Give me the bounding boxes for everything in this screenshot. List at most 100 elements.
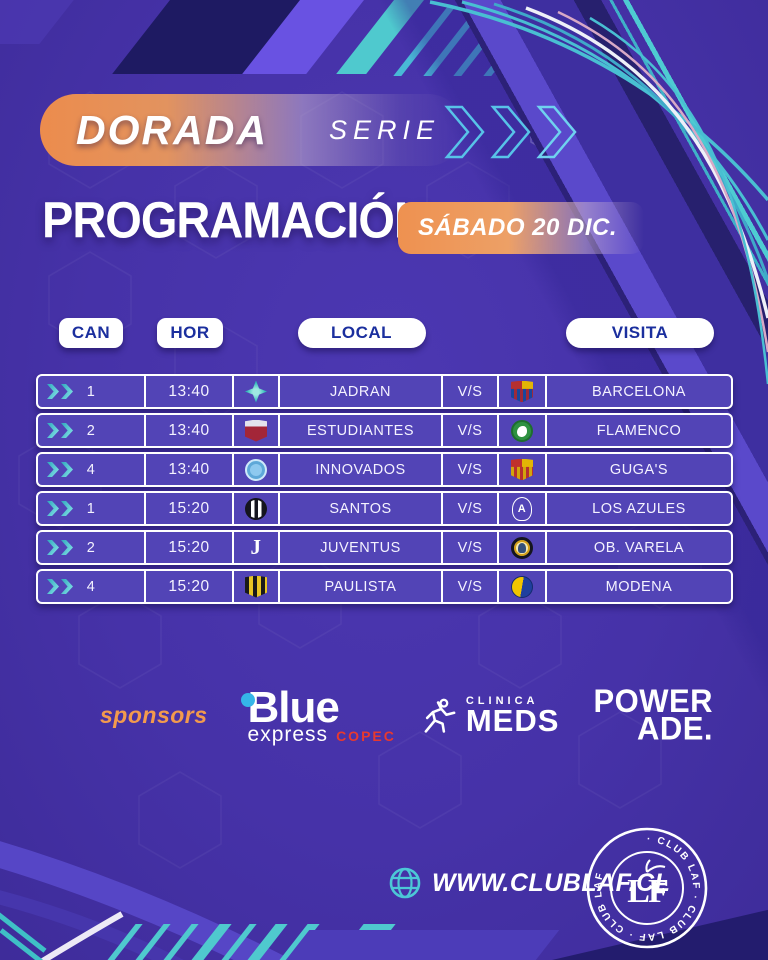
vs-label: V/S [457, 500, 483, 517]
juventus-crest-icon: J [250, 535, 262, 559]
away-team-name: GUGA'S [609, 461, 669, 478]
schedule-table: CAN HOR LOCAL VISITA 1 13:40 JADRAN V/S … [36, 318, 733, 608]
clinica-label: CLINICA [465, 694, 539, 707]
home-team-cell: JUVENTUS [278, 532, 441, 563]
away-team-cell: LOS AZULES [545, 493, 731, 524]
row-chevrons-icon [47, 462, 73, 477]
barcelona-crest-icon [511, 380, 533, 403]
blue-express-logo: Blue express COPEC [240, 686, 396, 746]
match-time: 15:20 [168, 538, 210, 556]
vs-cell: V/S [441, 376, 497, 407]
channel-number: 1 [86, 383, 96, 400]
los-azules-crest-icon: A [512, 496, 532, 521]
home-logo-cell [232, 376, 278, 407]
channel-number: 4 [86, 578, 96, 595]
vs-cell: V/S [441, 532, 497, 563]
match-time: 15:20 [168, 577, 210, 595]
channel-cell: 4 [38, 571, 144, 602]
away-team-name: BARCELONA [592, 383, 686, 400]
vs-label: V/S [457, 383, 483, 400]
away-logo-cell [497, 532, 545, 563]
home-team-name: JUVENTUS [320, 539, 401, 556]
column-header-can: CAN [59, 318, 123, 348]
vs-label: V/S [457, 539, 483, 556]
home-logo-cell [232, 415, 278, 446]
vs-label: V/S [457, 422, 483, 439]
row-chevrons-icon [47, 501, 73, 516]
away-team-name: MODENA [605, 578, 673, 595]
home-team-name: PAULISTA [324, 578, 397, 595]
home-team-cell: INNOVADOS [278, 454, 441, 485]
paulista-crest-icon [245, 575, 267, 598]
channel-cell: 1 [38, 493, 144, 524]
powerade-line1: POWER [593, 682, 714, 720]
match-time: 13:40 [168, 421, 210, 439]
home-team-name: INNOVADOS [315, 461, 406, 478]
home-team-name: JADRAN [329, 383, 391, 400]
channel-number: 2 [86, 422, 96, 439]
jadran-crest-icon [245, 380, 267, 403]
away-team-name: FLAMENCO [596, 422, 682, 439]
slash-decoration [104, 924, 143, 960]
vs-cell: V/S [441, 493, 497, 524]
estudiantes-crest-icon [245, 419, 267, 442]
time-cell: 15:20 [144, 493, 232, 524]
gugas-crest-icon [511, 458, 533, 481]
globe-icon [389, 867, 421, 899]
row-chevrons-icon [47, 579, 73, 594]
match-time: 15:20 [168, 499, 210, 517]
bottom-purple-band-decoration [282, 930, 560, 960]
club-laf-badge: · CLUB LAF · CLUB LAF · CLUB LAF LF [586, 827, 708, 949]
time-cell: 13:40 [144, 376, 232, 407]
channel-cell: 2 [38, 532, 144, 563]
badge-monogram-bars [655, 882, 667, 894]
channel-number: 4 [86, 461, 96, 478]
sponsors-row: sponsors Blue express COPEC CLINICA MEDS… [0, 682, 768, 748]
column-header-visita: VISITA [566, 318, 714, 348]
express-label: express [247, 723, 329, 746]
match-time: 13:40 [168, 382, 210, 400]
away-team-name: LOS AZULES [592, 500, 686, 517]
badge-book-flourish [645, 859, 666, 873]
time-cell: 15:20 [144, 532, 232, 563]
corner-wedge-decoration [0, 0, 81, 44]
away-logo-cell: A [497, 493, 545, 524]
website-row: WWW.CLUBLAF.CL [388, 866, 670, 900]
home-logo-cell [232, 571, 278, 602]
home-team-cell: ESTUDIANTES [278, 415, 441, 446]
home-team-name: SANTOS [329, 500, 392, 517]
match-time: 13:40 [168, 460, 210, 478]
channel-number: 1 [86, 500, 96, 517]
schedule-row: 1 15:20 SANTOS V/S A LOS AZULES [36, 491, 733, 526]
blue-dot-icon [240, 693, 255, 707]
channel-cell: 1 [38, 376, 144, 407]
powerade-logo: POWER ADE. [593, 682, 714, 748]
flamenco-crest-icon [511, 419, 533, 442]
channel-number: 2 [86, 539, 96, 556]
vs-label: V/S [457, 461, 483, 478]
away-team-cell: OB. VARELA [545, 532, 731, 563]
clinica-meds-logo: CLINICA MEDS [422, 694, 560, 738]
schedule-row: 2 13:40 ESTUDIANTES V/S FLAMENCO [36, 413, 733, 448]
page-title: PROGRAMACIÓN [42, 191, 428, 249]
schedule-row: 4 13:40 INNOVADOS V/S GUGA'S [36, 452, 733, 487]
schedule-row: 1 13:40 JADRAN V/S BARCELONA [36, 374, 733, 409]
runner-icon [424, 698, 456, 733]
innovados-crest-icon [245, 458, 267, 481]
series-name: DORADA [76, 106, 268, 153]
away-logo-cell [497, 454, 545, 485]
sponsors-label: sponsors [100, 702, 208, 728]
home-logo-cell: J [232, 532, 278, 563]
home-logo-cell [232, 493, 278, 524]
column-header-hor: HOR [157, 318, 223, 348]
meds-brand: MEDS [465, 703, 560, 738]
home-team-cell: PAULISTA [278, 571, 441, 602]
channel-cell: 2 [38, 415, 144, 446]
powerade-line2: ADE. [636, 710, 714, 748]
time-cell: 15:20 [144, 571, 232, 602]
series-label: SERIE [328, 114, 440, 145]
schedule-row: 4 15:20 PAULISTA V/S MODENA [36, 569, 733, 604]
vs-cell: V/S [441, 571, 497, 602]
away-logo-cell [497, 376, 545, 407]
